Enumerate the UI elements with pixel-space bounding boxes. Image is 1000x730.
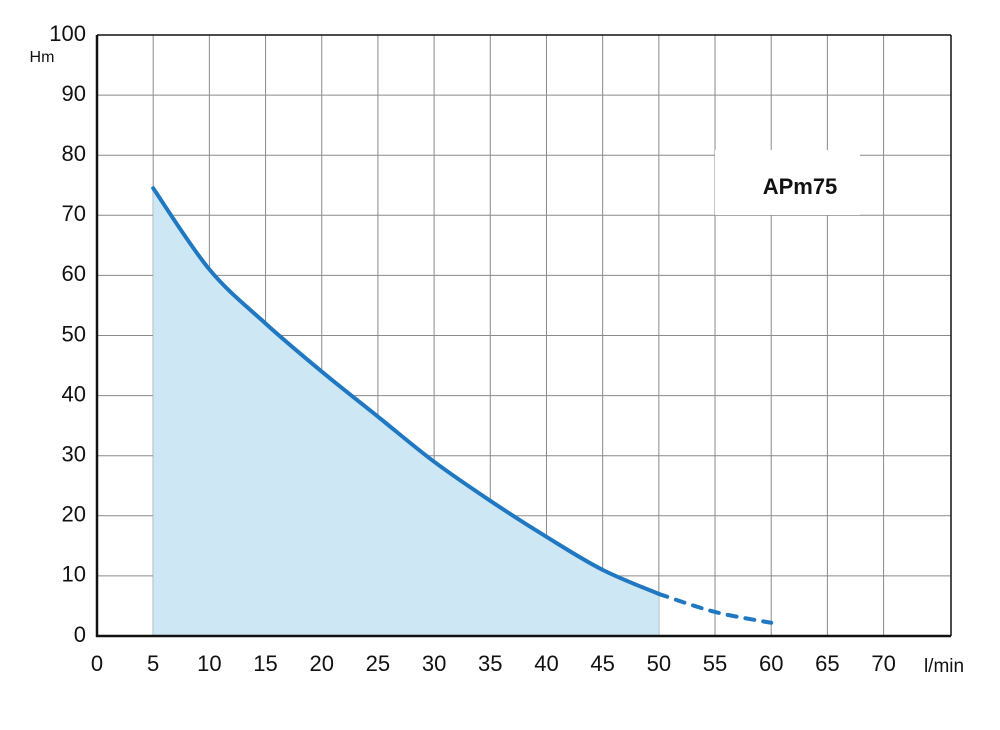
y-tick-label: 100 [49, 21, 86, 46]
y-tick-label: 90 [62, 81, 86, 106]
curve [151, 186, 661, 596]
x-tick-label: 45 [590, 651, 614, 676]
y-tick-label: 80 [62, 141, 86, 166]
x-tick-label: 35 [478, 651, 502, 676]
y-tick-label: 0 [74, 622, 86, 647]
x-tick-label: 65 [815, 651, 839, 676]
x-tick-label: 40 [534, 651, 558, 676]
x-tick-label: 5 [147, 651, 159, 676]
y-tick-label: 40 [62, 381, 86, 406]
area [153, 188, 659, 636]
x-tick-label: 20 [309, 651, 333, 676]
x-tick-label: 50 [647, 651, 671, 676]
x-tick-label: 10 [197, 651, 221, 676]
chart-title: APm75 [763, 174, 838, 199]
x-tick-label: 25 [366, 651, 390, 676]
frame [95, 34, 952, 638]
x-tick-label: 70 [871, 651, 895, 676]
y-tick-label: 30 [62, 442, 86, 467]
y-axis-label: Hm [30, 49, 55, 66]
y-tick-label: 60 [62, 261, 86, 286]
x-axis-label: l/min [924, 656, 964, 677]
x-tick-label: 55 [703, 651, 727, 676]
y-tick-label: 50 [62, 321, 86, 346]
x-tick-label: 0 [91, 651, 103, 676]
title-box [715, 150, 860, 215]
x-tick-label: 60 [759, 651, 783, 676]
x-tick-label: 15 [253, 651, 277, 676]
y-tick-label: 20 [62, 502, 86, 527]
y-tick-label: 70 [62, 201, 86, 226]
marks [151, 186, 774, 636]
curve [656, 591, 774, 625]
x-tick-label: 30 [422, 651, 446, 676]
y-tick-label: 10 [62, 562, 86, 587]
